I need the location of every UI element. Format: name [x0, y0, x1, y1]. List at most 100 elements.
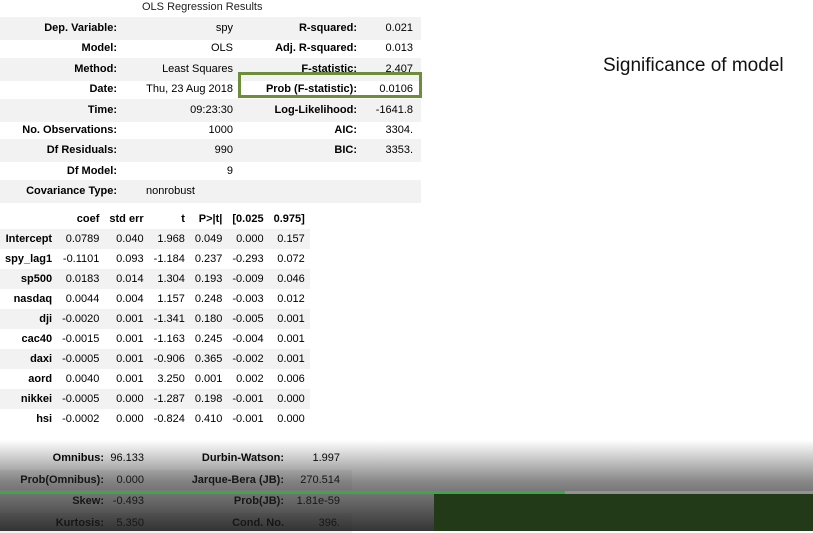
summary-value: 0.021: [385, 22, 413, 34]
summary-label: AIC:: [334, 124, 357, 136]
coefficient-cell: -1.341: [148, 309, 190, 329]
coefficient-cell: 0.002: [236, 373, 264, 385]
coefficient-cell: 0.040: [104, 229, 149, 249]
coefficient-variable-name: sp500: [0, 269, 58, 289]
diagnostics-label: Durbin-Watson:: [201, 452, 284, 464]
summary-value: 3353.: [385, 144, 413, 157]
video-green-panel: [434, 494, 813, 531]
coefficient-cell: 0.001: [277, 333, 305, 345]
coefficient-cell: 0.001: [104, 309, 149, 329]
summary-value: 0.013: [385, 42, 413, 55]
summary-row: Model: OLS Adj. R-squared: 0.013: [0, 37, 421, 60]
coefficient-cell: 0.0044: [65, 293, 100, 305]
coefficients-header-cell: P>|t|: [198, 213, 223, 225]
summary-label: Model:: [81, 42, 117, 55]
coefficient-cell: 0.245: [194, 333, 223, 345]
coefficient-cell: -0.906: [148, 349, 190, 369]
coefficients-table: coef std err t P>|t| [0.025 0.975] Intercept 0…: [0, 209, 310, 429]
coefficient-cell: -1.184: [153, 253, 185, 265]
coefficients-header-row: coef std err t P>|t| [0.025 0.975]: [0, 209, 310, 229]
summary-label: BIC:: [334, 144, 357, 157]
coefficient-cell: 0.000: [277, 413, 305, 425]
coefficients-row: aord 0.0040 0.001 3.250 0.001 0.002 0.006: [0, 369, 310, 389]
coefficient-cell: 0.014: [104, 269, 149, 289]
summary-row: Df Model: 9: [0, 160, 421, 183]
prob-f-statistic-highlight: [238, 72, 422, 98]
coefficients-row: sp500 0.0183 0.014 1.304 0.193 -0.009 0.046: [0, 269, 310, 289]
summary-label: Time:: [87, 103, 117, 116]
summary-row: Method: Least Squares F-statistic: 2.407: [0, 57, 421, 81]
coefficient-cell: 0.004: [116, 293, 144, 305]
coefficient-cell: -0.293: [232, 253, 264, 265]
summary-value: spy: [215, 22, 233, 34]
coefficient-cell: 0.046: [268, 269, 310, 289]
summary-label: R-squared:: [298, 22, 357, 34]
coefficients-row: nasdaq 0.0044 0.004 1.157 0.248 -0.003 0.012: [0, 289, 310, 309]
coefficient-cell: 0.248: [194, 293, 223, 305]
coefficient-variable-name: Intercept: [0, 229, 58, 249]
video-progress-played: [0, 491, 566, 494]
coefficients-row: cac40 -0.0015 0.001 -1.163 0.245 -0.004 0.001: [0, 329, 310, 349]
coefficient-cell: -0.009: [227, 269, 269, 289]
summary-value: nonrobust: [146, 185, 195, 198]
summary-label: Date:: [89, 83, 117, 96]
coefficient-cell: 0.049: [189, 229, 228, 249]
regression-summary-title: OLS Regression Results: [142, 1, 263, 13]
coefficient-cell: 0.198: [189, 389, 228, 409]
summary-label: Prob (F-statistic):: [265, 83, 357, 96]
coefficient-cell: 0.012: [277, 293, 305, 305]
coefficient-cell: 0.000: [268, 389, 310, 409]
summary-row: No. Observations: 1000 AIC: 3304.: [0, 119, 421, 142]
coefficients-header-cell: [0.025: [232, 213, 264, 225]
coefficients-header-cell: t: [181, 213, 185, 225]
diagnostics-label: Omnibus:: [52, 452, 104, 464]
coefficient-variable-name: hsi: [36, 413, 53, 425]
diagnostics-value: 270.514: [300, 473, 340, 486]
coefficients-row: hsi -0.0002 0.000 -0.824 0.410 -0.001 0.000: [0, 409, 310, 429]
coefficient-cell: 0.001: [268, 309, 310, 329]
coefficients-row: dji -0.0020 0.001 -1.341 0.180 -0.005 0.001: [0, 309, 310, 329]
coefficient-cell: 0.0789: [57, 229, 105, 249]
summary-row: Time: 09:23:30 Log-Likelihood: -1641.8: [0, 98, 421, 122]
coefficients-header-cell: [0, 209, 57, 229]
coefficient-cell: 0.000: [104, 389, 149, 409]
summary-row: Date: Thu, 23 Aug 2018 Prob (F-statistic):…: [0, 78, 421, 101]
coefficient-cell: 0.410: [194, 413, 223, 425]
coefficient-cell: 0.237: [194, 253, 223, 265]
coefficient-cell: -0.0005: [57, 349, 105, 369]
coefficient-variable-name: cac40: [21, 333, 53, 345]
coefficient-variable-name: nikkei: [0, 389, 58, 409]
summary-row: Df Residuals: 990 BIC: 3353.: [0, 139, 421, 163]
coefficient-cell: 0.006: [277, 373, 305, 385]
coefficient-cell: 0.001: [104, 349, 149, 369]
coefficient-cell: -0.001: [232, 413, 264, 425]
coefficient-cell: -0.824: [153, 413, 185, 425]
coefficient-cell: 0.000: [116, 413, 144, 425]
coefficient-cell: -0.004: [232, 333, 264, 345]
coefficient-cell: 0.001: [194, 373, 223, 385]
coefficient-variable-name: nasdaq: [13, 293, 53, 305]
summary-value: 1000: [208, 124, 233, 136]
summary-value: 2.407: [385, 62, 413, 75]
diagnostics-value: 96.133: [110, 452, 144, 464]
coefficients-row: Intercept 0.0789 0.040 1.968 0.049 0.000 0.157: [0, 229, 310, 249]
coefficient-cell: 1.157: [157, 293, 185, 305]
coefficient-variable-name: daxi: [0, 349, 58, 369]
summary-row: Dep. Variable: spy R-squared: 0.021: [0, 17, 421, 40]
coefficient-variable-name: aord: [28, 373, 53, 385]
coefficient-cell: 0.001: [268, 349, 310, 369]
summary-label: No. Observations:: [22, 124, 117, 136]
coefficients-row: spy_lag1 -0.1101 0.093 -1.184 0.237 -0.293 0.0…: [0, 249, 310, 269]
summary-value: -1641.8: [375, 103, 413, 116]
coefficients-header-cell: coef: [76, 213, 100, 225]
coefficient-cell: -0.003: [232, 293, 264, 305]
coefficient-cell: 3.250: [157, 373, 185, 385]
coefficient-cell: 0.193: [189, 269, 228, 289]
coefficient-cell: -0.1101: [62, 253, 100, 265]
summary-label: Log-Likelihood:: [274, 103, 357, 116]
coefficient-cell: 0.180: [189, 309, 228, 329]
summary-label: F-statistic:: [301, 62, 357, 75]
coefficient-cell: -0.001: [227, 389, 269, 409]
summary-label: Df Residuals:: [46, 144, 117, 157]
coefficient-cell: 0.072: [277, 253, 305, 265]
